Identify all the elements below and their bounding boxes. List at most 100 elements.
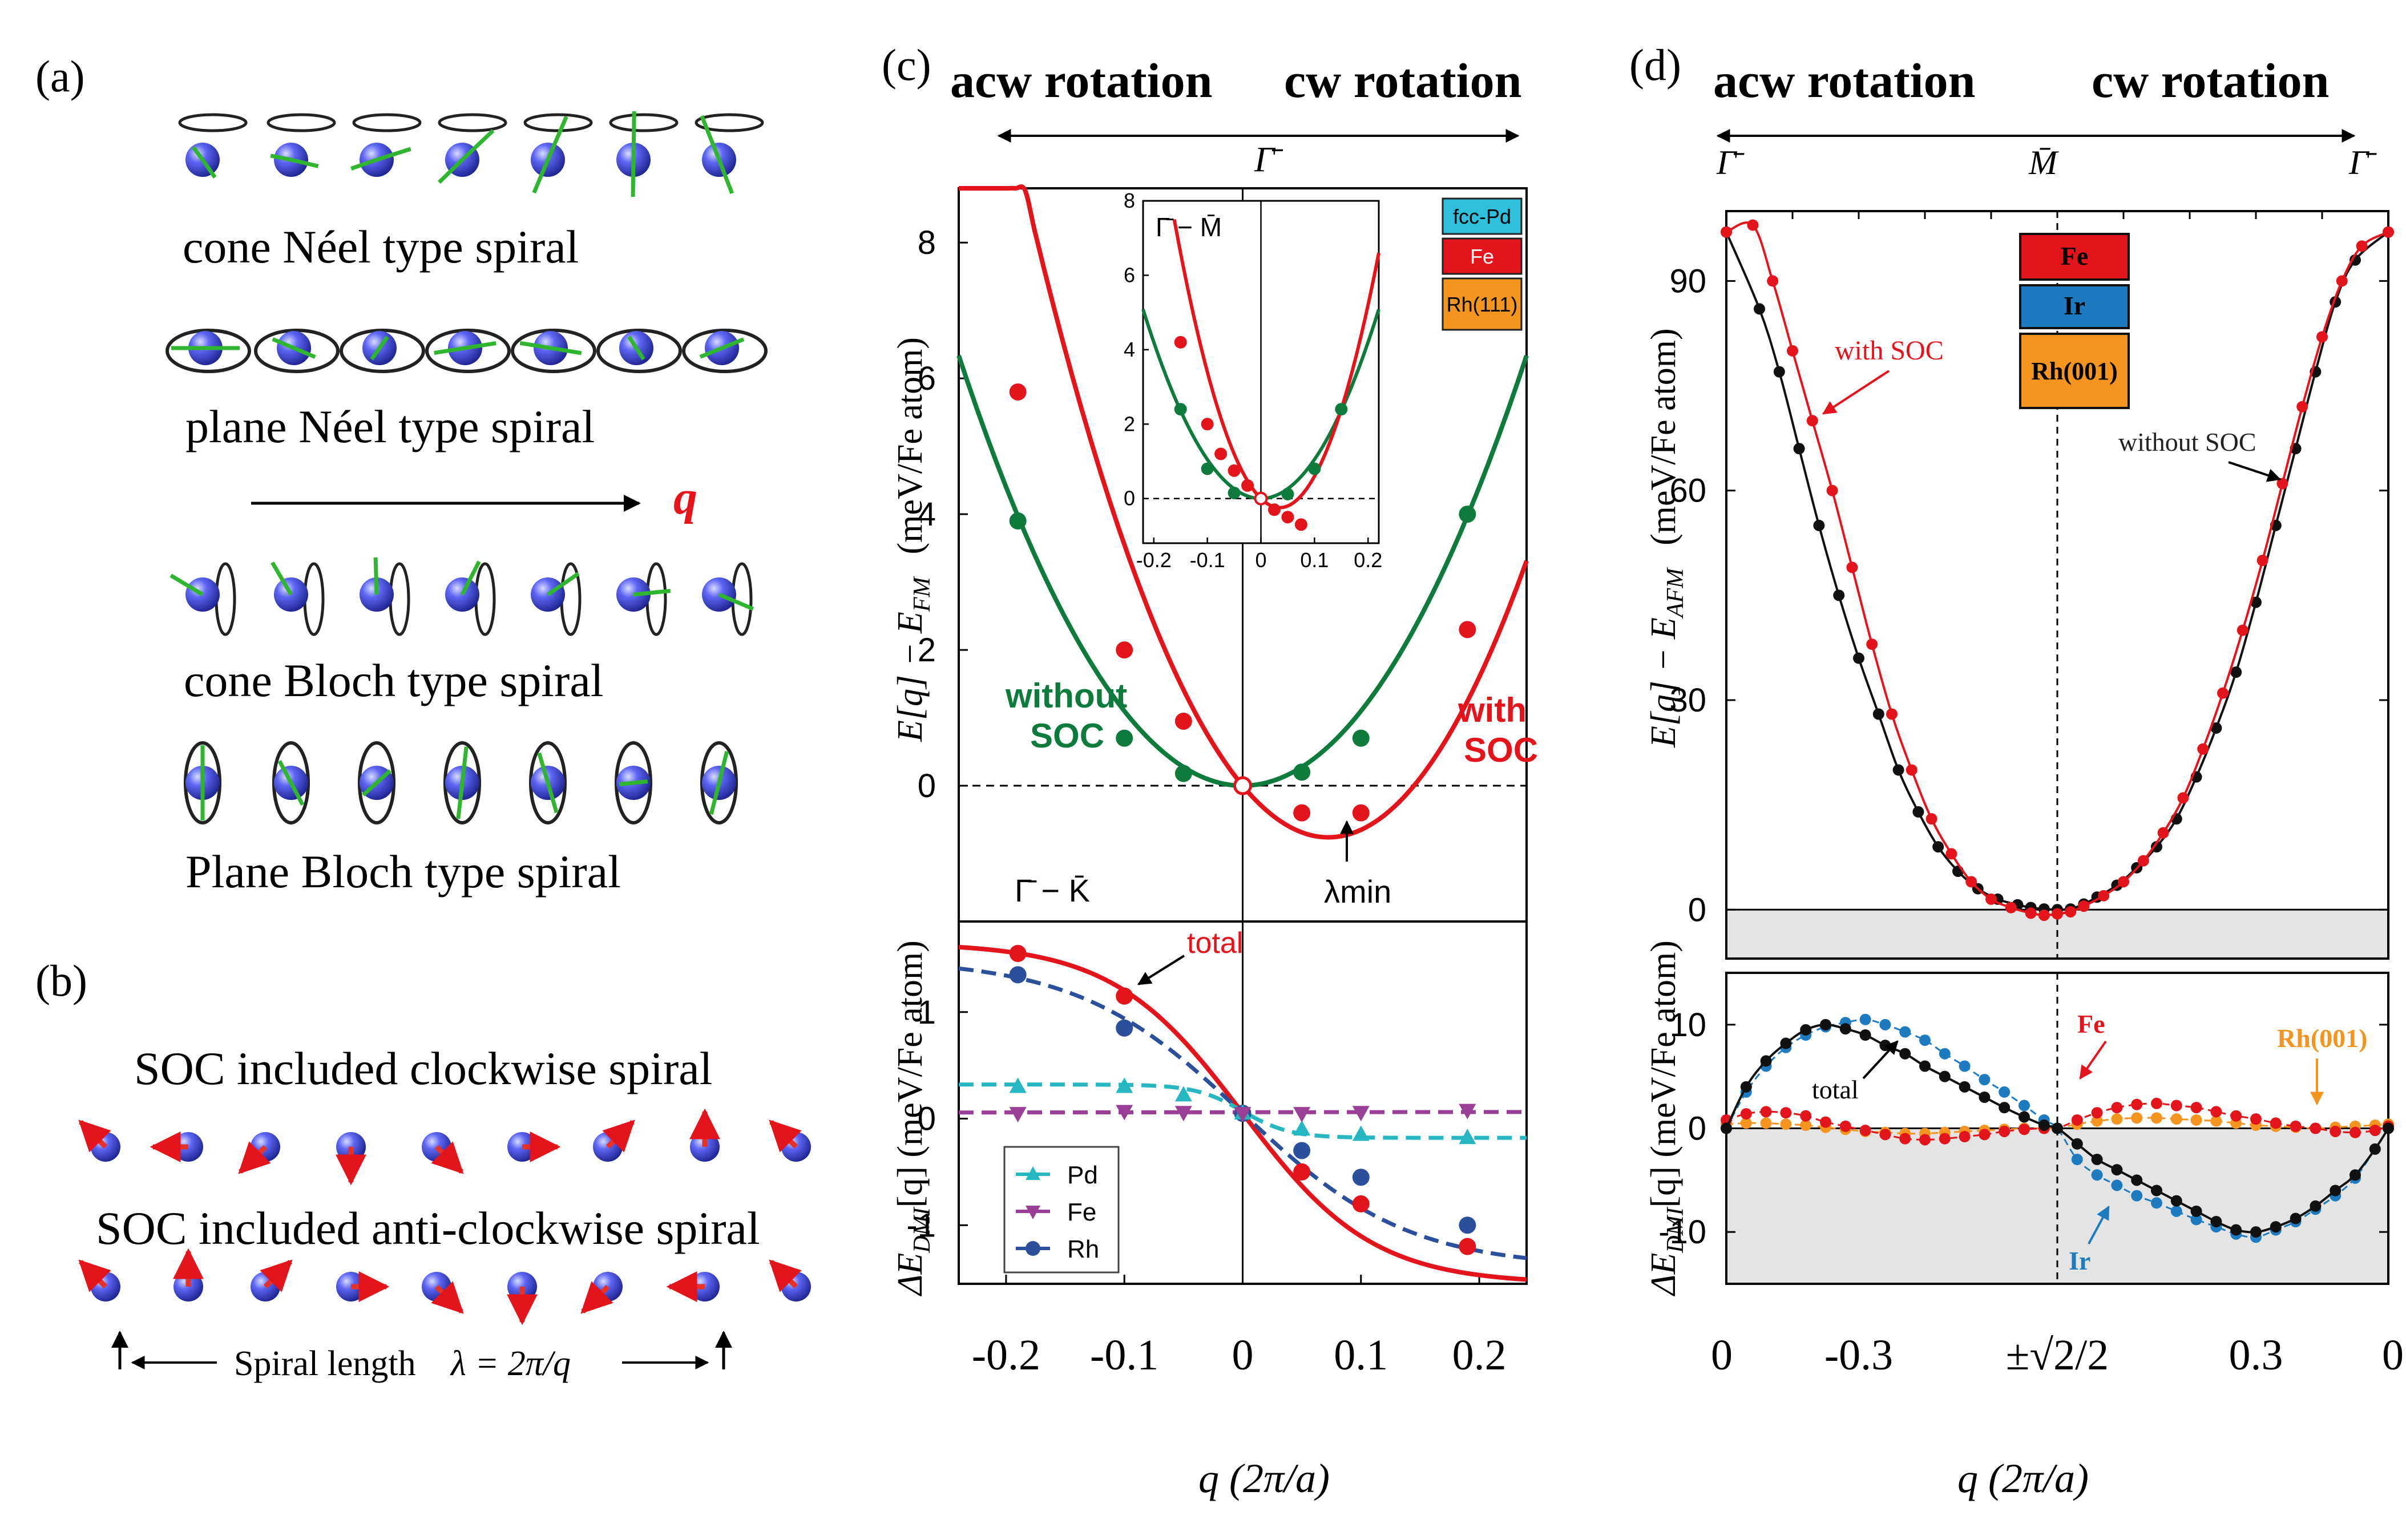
total-label: total — [1187, 927, 1243, 960]
total-arrow — [1862, 1040, 1899, 1080]
data-point — [2111, 1164, 2123, 1176]
data-point — [1912, 806, 1924, 818]
x-tick-label: 0.2 — [1354, 548, 1382, 572]
data-point — [2091, 1169, 2103, 1181]
data-point — [1773, 366, 1785, 378]
data-point — [1919, 1034, 1931, 1046]
data-point — [2230, 1224, 2242, 1236]
spin-vector — [619, 779, 648, 786]
caption-cone-neel: cone Néel type spiral — [183, 221, 579, 273]
spin-vector — [631, 111, 636, 160]
spin-vector — [438, 158, 464, 184]
data-point — [1352, 1125, 1370, 1141]
data-point — [1859, 1125, 1871, 1137]
data-point — [1872, 708, 1884, 720]
data-point — [1833, 589, 1845, 601]
spin-arrow — [602, 1119, 635, 1153]
data-point — [1201, 418, 1214, 431]
rh-label: Rh(001) — [2277, 1024, 2367, 1053]
data-point — [2383, 1122, 2394, 1134]
data-point — [2310, 1200, 2322, 1212]
spin-arrow — [580, 1281, 613, 1314]
data-point — [1747, 219, 1759, 231]
data-point — [2210, 722, 2222, 734]
fe-label: Fe — [2077, 1009, 2105, 1038]
data-point — [2025, 907, 2037, 919]
data-point — [1999, 1125, 2011, 1137]
spin-vector — [456, 746, 469, 819]
data-point — [2190, 1205, 2202, 1217]
data-point — [1839, 1023, 1851, 1035]
y-tick-label: 8 — [1124, 189, 1135, 212]
y-tick-label: 0 — [1688, 1110, 1706, 1147]
data-point — [2078, 900, 2090, 912]
total-label: total — [1812, 1075, 1859, 1104]
data-point — [1267, 503, 1281, 516]
label-without-soc: without — [1005, 677, 1127, 715]
spin-vector — [290, 157, 319, 168]
data-point — [1352, 1195, 1370, 1212]
data-point — [1293, 804, 1311, 822]
y-tick-label: 0 — [918, 1101, 936, 1138]
plane-ellipse — [596, 329, 682, 373]
data-point — [1174, 336, 1187, 349]
spin-vector — [519, 341, 582, 355]
data-point — [1932, 841, 1944, 853]
data-point — [1293, 1163, 1311, 1181]
data-point — [2210, 1106, 2222, 1118]
data-point — [1116, 641, 1133, 659]
data-point — [1009, 1077, 1027, 1093]
data-point — [2157, 827, 2169, 839]
y-tick-label: 6 — [918, 360, 936, 397]
data-point — [2250, 596, 2262, 608]
data-point — [2131, 1174, 2143, 1186]
data-point — [2005, 902, 2017, 914]
data-point — [2071, 1138, 2083, 1150]
data-point — [1853, 652, 1864, 664]
spin-vector — [699, 337, 745, 359]
y-tick-label: 1 — [918, 994, 936, 1031]
data-point — [2230, 1110, 2242, 1122]
data-point — [1959, 1060, 1971, 1072]
spin-vector — [460, 560, 481, 596]
y-tick-label: 4 — [1124, 338, 1135, 361]
spin-vector — [271, 561, 293, 596]
panel-b-label: (b) — [35, 956, 87, 1005]
caption-plane-neel: plane Néel type spiral — [185, 401, 595, 452]
y-tick-label: -1 — [906, 1207, 936, 1244]
data-point — [1760, 1106, 1772, 1118]
x-tick-label: ±√2/2 — [2006, 1331, 2109, 1379]
data-point — [2330, 1185, 2342, 1197]
d-xlabel: q (2π/a) — [1957, 1456, 2089, 1501]
data-point — [1999, 1102, 2011, 1114]
data-point — [2052, 1122, 2063, 1134]
data-point — [2177, 792, 2189, 804]
panel-d-gamma-right: Γ̄ — [2348, 144, 2377, 181]
data-point — [2098, 890, 2110, 902]
data-point — [1846, 561, 1858, 573]
data-point — [1352, 1106, 1370, 1122]
legend-label: Fe — [1067, 1198, 1096, 1226]
data-point — [1721, 226, 1732, 238]
inset-path-label: Γ̄ − M̄ — [1156, 212, 1222, 242]
data-point — [1899, 1048, 1911, 1060]
d-ylabel-bottom-sub: DMI — [1662, 1206, 1689, 1253]
spin-vector — [191, 145, 204, 161]
panel-c-gamma-label: Γ̄ — [1254, 140, 1283, 179]
data-point — [1009, 1107, 1027, 1123]
data-point — [1116, 729, 1133, 747]
data-point — [1800, 1110, 1812, 1122]
spin-arrow — [78, 1259, 111, 1292]
data-point — [2296, 401, 2308, 413]
data-point — [2270, 1117, 2282, 1129]
data-point — [2065, 906, 2077, 917]
data-point — [1899, 1026, 1911, 1038]
data-point — [2131, 1190, 2143, 1202]
data-point — [2131, 1098, 2143, 1110]
c-ylabel-bottom-main: ΔE — [891, 1253, 930, 1297]
data-point — [2330, 1125, 2342, 1137]
data-point — [1009, 512, 1027, 530]
data-point — [2369, 1143, 2381, 1155]
plane-ellipse — [254, 329, 340, 373]
data-point — [1919, 1060, 1931, 1072]
